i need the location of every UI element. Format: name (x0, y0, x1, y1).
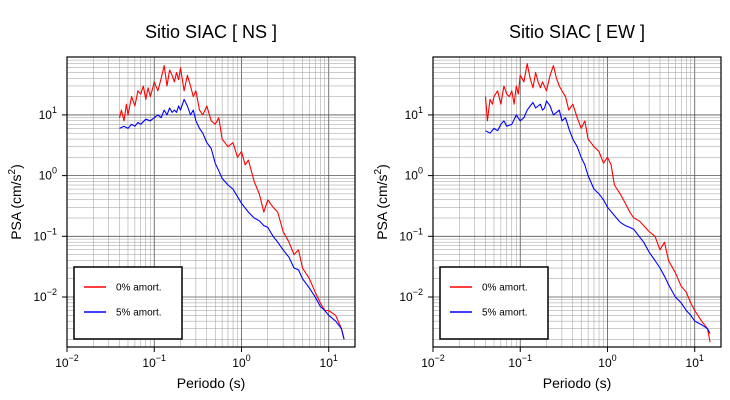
legend-box (73, 266, 183, 340)
x-tick-label: 101 (320, 353, 338, 370)
x-axis-label: Periodo (s) (543, 375, 611, 391)
y-tick-label: 100 (39, 166, 57, 183)
legend-label: 0% amort. (482, 283, 528, 294)
chart-title: Sitio SIAC [ NS ] (145, 22, 277, 42)
y-axis-label: PSA (cm/s2) (373, 164, 390, 240)
x-tick-label: 10−2 (421, 353, 445, 370)
x-tick-label: 100 (232, 353, 250, 370)
chart-panel-ew: 10−2 10−1 100 101 10−2 10−1 100 101 Sitio SIAC [… (373, 22, 722, 391)
y-axis-label: PSA (cm/s2) (7, 164, 24, 240)
chart-panel-ns: 10−2 10−1 100 101 10−2 10−1 100 101 Sitio SIAC [… (7, 22, 356, 391)
y-tick-label: 10−2 (33, 287, 57, 304)
x-tick-label: 100 (598, 353, 616, 370)
x-tick-label: 10−1 (508, 353, 532, 370)
y-tick-label: 101 (405, 105, 423, 122)
legend: 0% amort. 5% amort. (439, 266, 549, 340)
y-tick-label: 10−1 (33, 226, 57, 243)
legend-label: 5% amort. (482, 308, 528, 319)
series-line-damped (119, 98, 345, 340)
y-tick-label: 100 (405, 166, 423, 183)
plot-frame (66, 56, 356, 348)
x-tick-label: 10−1 (142, 353, 166, 370)
y-tick-label: 10−1 (399, 226, 423, 243)
legend-label: 5% amort. (116, 308, 162, 319)
x-tick-label: 101 (686, 353, 704, 370)
series-line-undamped (118, 65, 345, 340)
plot-frame (432, 56, 722, 348)
x-axis-label: Periodo (s) (177, 375, 245, 391)
y-tick-label: 10−2 (399, 287, 423, 304)
legend-box (439, 266, 549, 340)
x-tick-label: 10−2 (55, 353, 79, 370)
series-line-damped (485, 100, 711, 334)
legend-label: 0% amort. (116, 283, 162, 294)
series-line-undamped (484, 63, 711, 343)
y-tick-label: 101 (39, 105, 57, 122)
chart-title: Sitio SIAC [ EW ] (509, 22, 645, 42)
legend: 0% amort. 5% amort. (73, 266, 183, 340)
